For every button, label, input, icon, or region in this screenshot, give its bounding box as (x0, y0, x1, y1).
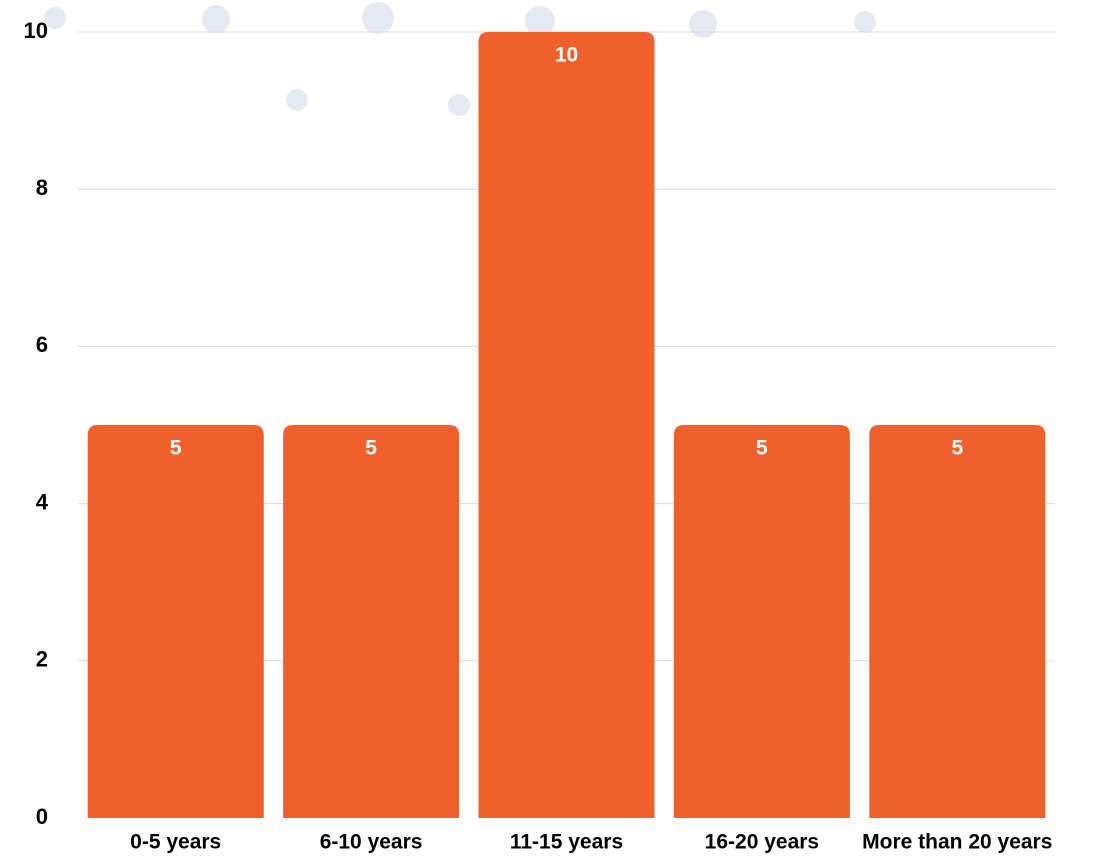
bar-1 (283, 425, 460, 818)
y-tick-label: 4 (36, 489, 49, 514)
y-axis: 0 2 4 6 8 10 (24, 18, 49, 829)
decoration-dot (202, 5, 230, 33)
y-tick-label: 2 (36, 647, 48, 672)
x-axis: 0-5 years 6-10 years 11-15 years 16-20 year… (130, 831, 1052, 854)
bar-value-label: 5 (365, 437, 377, 460)
background-decoration (44, 2, 876, 116)
x-category-label: 11-15 years (510, 831, 623, 854)
y-tick-label: 6 (36, 332, 48, 357)
bar-0 (87, 425, 264, 818)
bar-3 (673, 425, 850, 818)
bar-value-label: 5 (170, 437, 182, 460)
bar-value-label: 5 (951, 437, 963, 460)
decoration-dot (689, 10, 717, 38)
x-category-label: More than 20 years (862, 831, 1052, 854)
bar-2 (478, 32, 655, 818)
bar-value-label: 5 (756, 437, 768, 460)
data-labels: 5 5 10 5 5 (170, 44, 964, 460)
y-tick-label: 10 (24, 18, 48, 43)
decoration-dot (44, 7, 66, 29)
bars (87, 32, 1046, 818)
x-category-label: 16-20 years (705, 831, 819, 854)
x-category-label: 0-5 years (130, 831, 221, 854)
bar-value-label: 10 (555, 44, 578, 67)
x-category-label: 6-10 years (320, 831, 423, 854)
decoration-dot (525, 6, 555, 36)
decoration-dot (286, 89, 308, 111)
decoration-dot (448, 94, 470, 116)
y-tick-label: 0 (36, 804, 48, 829)
y-tick-label: 8 (36, 175, 48, 200)
decoration-dot (362, 2, 394, 34)
bar-4 (869, 425, 1046, 818)
decoration-dot (854, 11, 876, 33)
